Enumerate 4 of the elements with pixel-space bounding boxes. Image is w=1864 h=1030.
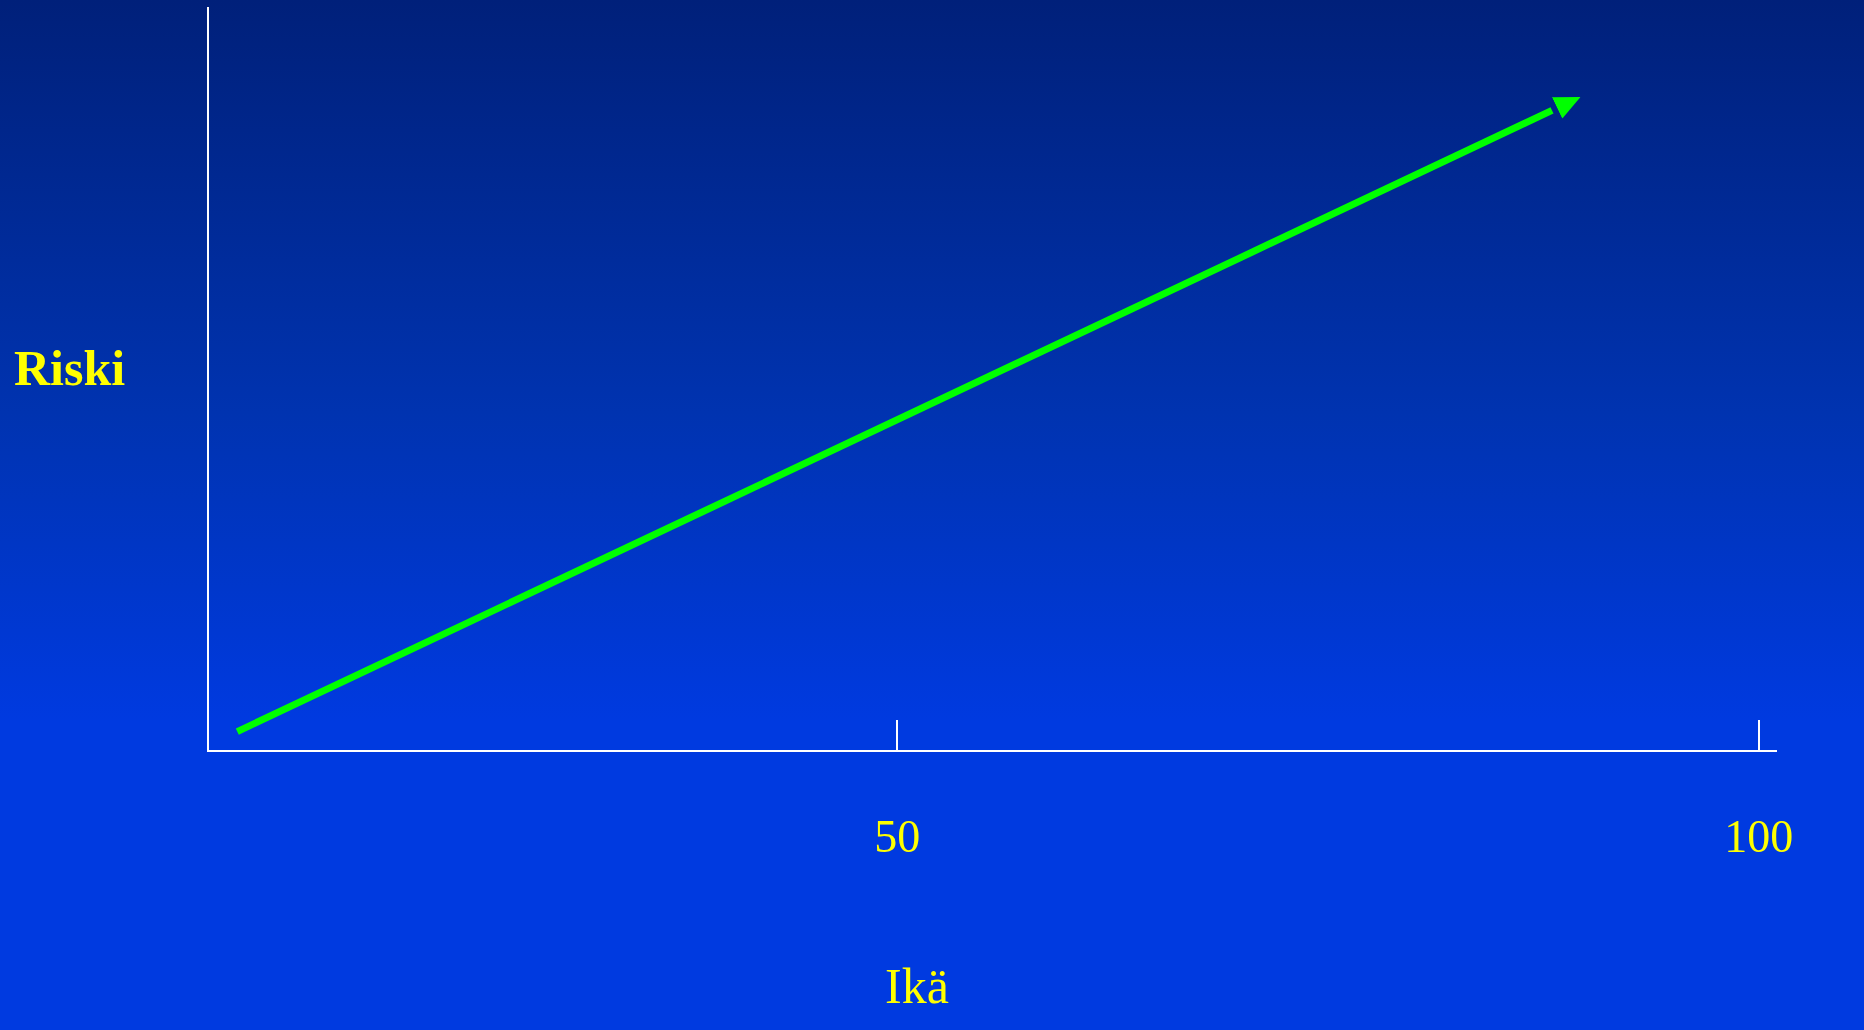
x-tick-label: 100: [1724, 811, 1794, 863]
y-axis-title: Riski: [14, 339, 126, 396]
x-axis-title: Ikä: [885, 958, 949, 1015]
x-tick-label: 50: [874, 811, 921, 863]
